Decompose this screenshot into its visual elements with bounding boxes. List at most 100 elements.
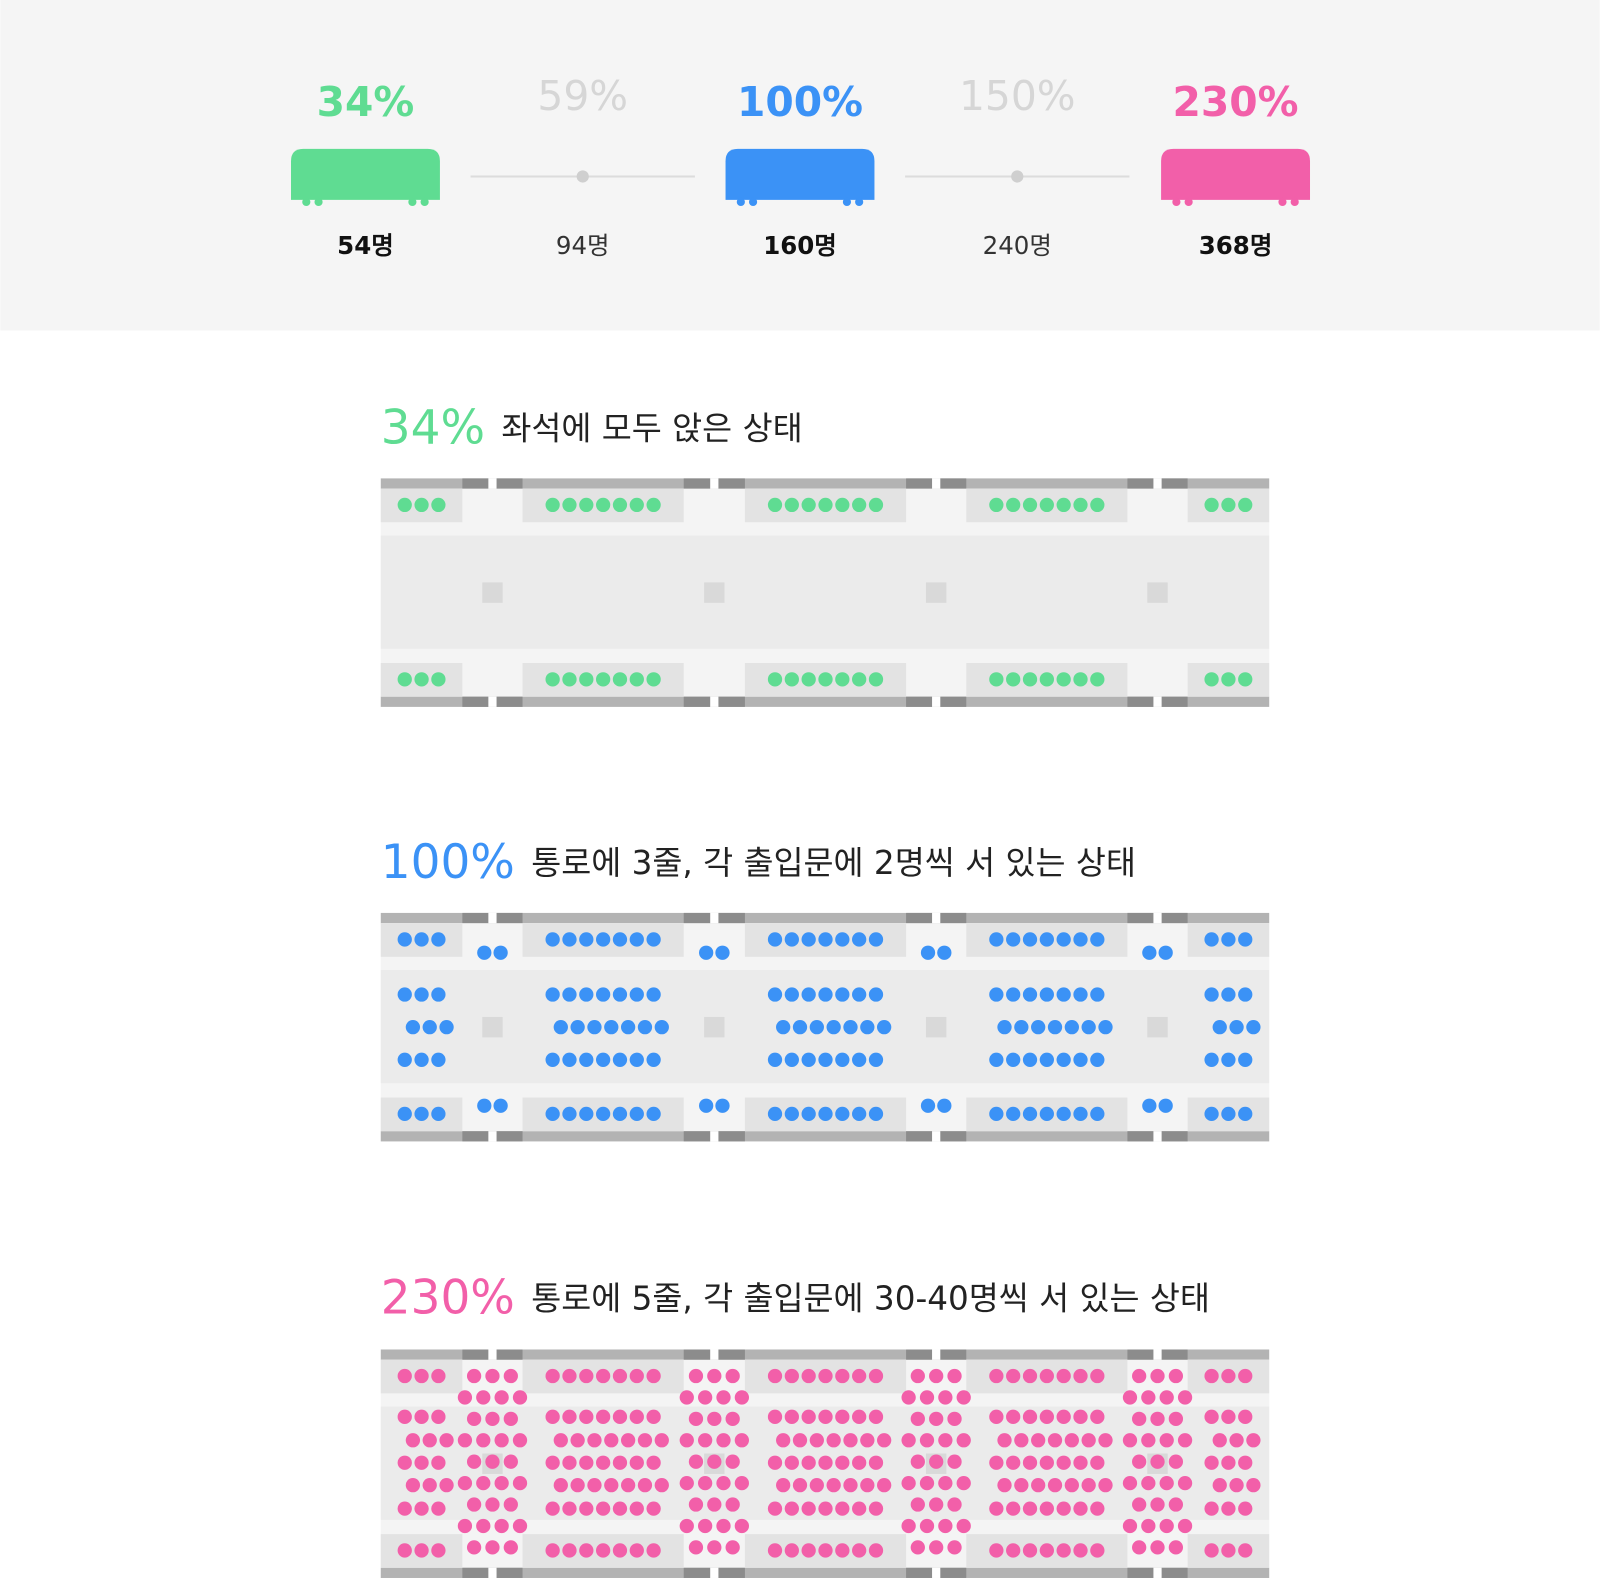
person	[1177, 1433, 1193, 1448]
person	[919, 1518, 935, 1534]
person	[1221, 932, 1236, 947]
person	[612, 672, 628, 687]
person	[1039, 987, 1054, 1002]
person	[646, 932, 661, 947]
person	[1141, 1433, 1156, 1448]
level-count: 368명	[1199, 231, 1273, 260]
person	[989, 672, 1004, 687]
person	[612, 1409, 628, 1424]
person	[562, 497, 577, 513]
person	[1073, 672, 1088, 687]
person	[818, 987, 833, 1002]
person	[1177, 1390, 1193, 1405]
person	[612, 932, 628, 947]
person	[1056, 1368, 1071, 1384]
door	[1161, 912, 1188, 924]
person	[1168, 1368, 1184, 1384]
person	[422, 1433, 437, 1448]
person	[784, 497, 799, 513]
person	[688, 1411, 704, 1426]
person	[1090, 1052, 1105, 1067]
person	[826, 1478, 841, 1493]
car-wall	[380, 1349, 1270, 1360]
person	[466, 1368, 482, 1384]
person	[877, 1478, 892, 1493]
person	[646, 1052, 661, 1067]
person	[843, 1020, 858, 1035]
person	[494, 1518, 509, 1534]
person	[852, 1501, 867, 1516]
person	[485, 1540, 500, 1555]
person	[414, 1052, 429, 1067]
person	[835, 497, 850, 513]
person	[629, 1455, 644, 1470]
person	[868, 1409, 884, 1424]
door-gap	[932, 478, 941, 489]
door-gap	[488, 1131, 497, 1142]
person	[1159, 1433, 1174, 1448]
person	[801, 497, 816, 513]
person	[868, 1052, 884, 1067]
person	[937, 1098, 952, 1113]
person	[938, 1433, 953, 1448]
person	[1047, 1478, 1063, 1493]
person	[929, 1540, 944, 1555]
person	[397, 1409, 412, 1424]
person	[1056, 1501, 1071, 1516]
person	[956, 1518, 971, 1534]
person	[734, 1390, 749, 1405]
person	[1221, 1409, 1236, 1424]
car-wall	[380, 478, 1270, 489]
person	[1246, 1020, 1261, 1035]
person	[1039, 932, 1054, 947]
person	[553, 1478, 568, 1493]
person	[767, 932, 783, 947]
person	[620, 1478, 636, 1493]
person	[637, 1478, 653, 1493]
person	[629, 987, 644, 1002]
person	[688, 1540, 704, 1555]
person	[1141, 1518, 1156, 1534]
person	[852, 1106, 867, 1122]
person	[1168, 1540, 1184, 1555]
door	[940, 912, 967, 924]
person	[1141, 1475, 1156, 1491]
person	[612, 1052, 628, 1067]
person	[629, 932, 644, 947]
person	[801, 1368, 816, 1384]
person	[405, 1478, 421, 1493]
person	[679, 1518, 694, 1534]
person	[595, 1543, 611, 1558]
person	[801, 1106, 816, 1122]
door	[462, 912, 489, 924]
person	[604, 1478, 619, 1493]
person	[646, 1106, 661, 1122]
person	[679, 1475, 694, 1491]
person	[439, 1020, 454, 1035]
person	[414, 1501, 429, 1516]
person	[1031, 1478, 1046, 1493]
car-aisle	[380, 535, 1270, 649]
person	[1014, 1020, 1029, 1035]
person	[629, 1501, 644, 1516]
person	[1204, 1409, 1219, 1424]
door	[1161, 1131, 1188, 1142]
person	[989, 1106, 1004, 1122]
person	[414, 1368, 429, 1384]
person	[1064, 1478, 1079, 1493]
person	[1090, 1409, 1105, 1424]
person	[1238, 1543, 1253, 1558]
door-gap	[1153, 478, 1162, 489]
person	[734, 1518, 749, 1534]
level-count: 240명	[983, 231, 1052, 260]
train-icon	[1161, 148, 1311, 200]
person	[792, 1020, 808, 1035]
door	[1161, 1567, 1188, 1578]
person	[929, 1497, 944, 1512]
door-gap	[932, 1567, 941, 1578]
person	[604, 1433, 619, 1448]
person	[852, 1409, 867, 1424]
door-gap	[1153, 1349, 1162, 1360]
person	[818, 1501, 833, 1516]
person	[1039, 672, 1054, 687]
